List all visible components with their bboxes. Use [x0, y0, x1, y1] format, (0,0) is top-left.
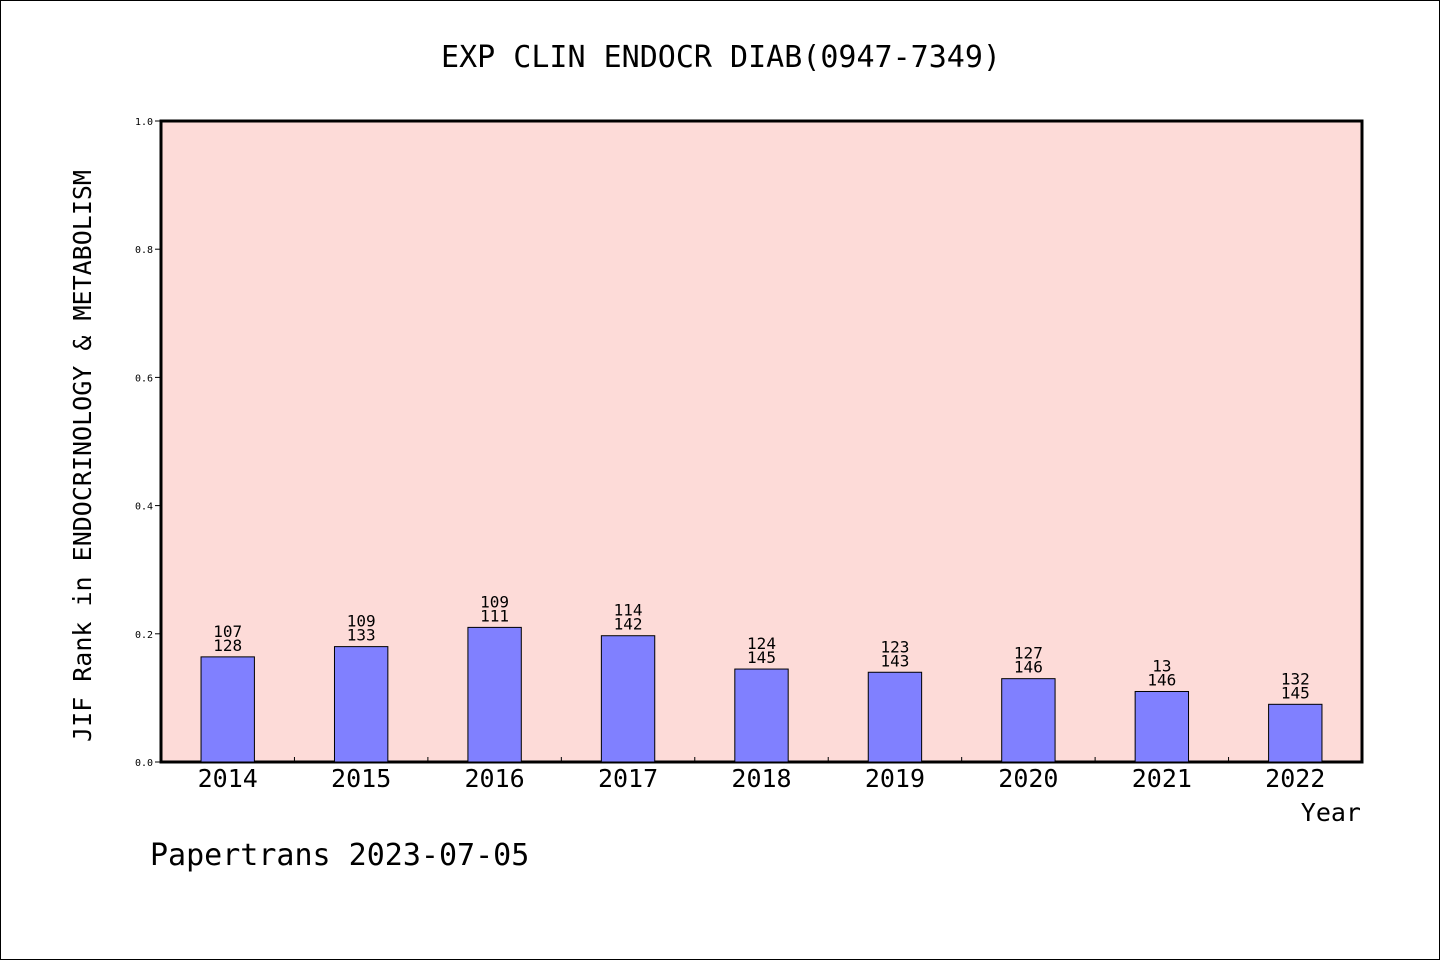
x-tick-label: 2022 [1265, 764, 1325, 793]
bar-label-rank: 123 [880, 637, 909, 656]
chart-title: EXP CLIN ENDOCR DIAB(0947-7349) [441, 40, 1001, 75]
footer-credit: Papertrans 2023-07-05 [150, 838, 529, 873]
x-tick-label: 2017 [598, 764, 658, 793]
bar-label-total: 145 [747, 648, 776, 667]
bar-label-total: 143 [880, 651, 909, 670]
x-tick-label: 2020 [998, 764, 1058, 793]
bar-label-rank: 107 [213, 622, 242, 641]
bar-label-rank: 114 [614, 601, 643, 620]
bar-label-rank: 109 [347, 612, 376, 631]
bars-group [200, 626, 1323, 763]
bar-label-total: 133 [347, 626, 376, 645]
x-tick-label: 2018 [731, 764, 791, 793]
bar [734, 668, 789, 763]
bar-label-rank: 127 [1014, 644, 1043, 663]
y-tick-label: 0.8 [135, 245, 153, 256]
x-tick-label: 2016 [465, 764, 525, 793]
x-axis-label: Year [1301, 798, 1361, 827]
bar-label-total: 142 [614, 615, 643, 634]
bar-label-total: 128 [213, 636, 242, 655]
bar [1268, 703, 1323, 763]
bar-label-total: 146 [1014, 658, 1043, 677]
bar [1134, 690, 1190, 763]
bar [200, 656, 255, 763]
y-tick-label: 0.6 [135, 373, 153, 384]
bar [1001, 678, 1056, 763]
bar [600, 635, 656, 763]
bar [867, 671, 923, 763]
y-axis-ticks: 0.0 0.2 0.4 0.6 0.8 1.0 [135, 117, 161, 769]
bar [467, 626, 522, 763]
x-tick-label: 2019 [865, 764, 925, 793]
x-tick-label: 2021 [1132, 764, 1192, 793]
bar-label-rank: 124 [747, 634, 776, 653]
y-tick-label: 1.0 [135, 117, 153, 128]
bar-label-rank: 132 [1281, 669, 1310, 688]
bar-label-rank: 13 [1152, 656, 1171, 675]
bar-label-total: 145 [1281, 683, 1310, 702]
x-tick-label: 2015 [331, 764, 391, 793]
y-tick-label: 0.2 [135, 630, 153, 641]
y-tick-label: 0.0 [135, 758, 153, 769]
x-axis-ticks: 2014 2015 2016 2017 2018 2019 2020 2021 2022 [198, 757, 1325, 793]
bar-label-rank: 109 [480, 592, 509, 611]
x-tick-label: 2014 [198, 764, 258, 793]
bar-label-total: 146 [1147, 670, 1176, 689]
y-axis-label: JIF Rank in ENDOCRINOLOGY & METABOLISM [68, 170, 97, 742]
bar [333, 646, 389, 763]
bar-label-total: 111 [480, 606, 509, 625]
y-tick-label: 0.4 [135, 502, 153, 513]
